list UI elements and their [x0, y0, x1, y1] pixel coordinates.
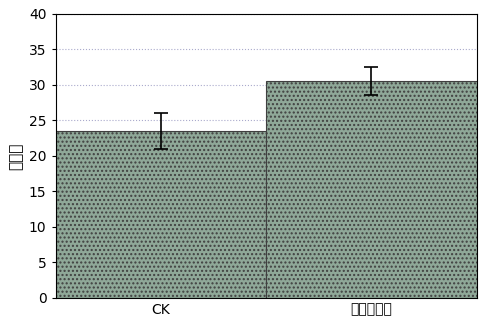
Bar: [56, 131, 266, 298]
Bar: [266, 81, 476, 298]
Y-axis label: 成菜数: 成菜数: [8, 142, 23, 170]
